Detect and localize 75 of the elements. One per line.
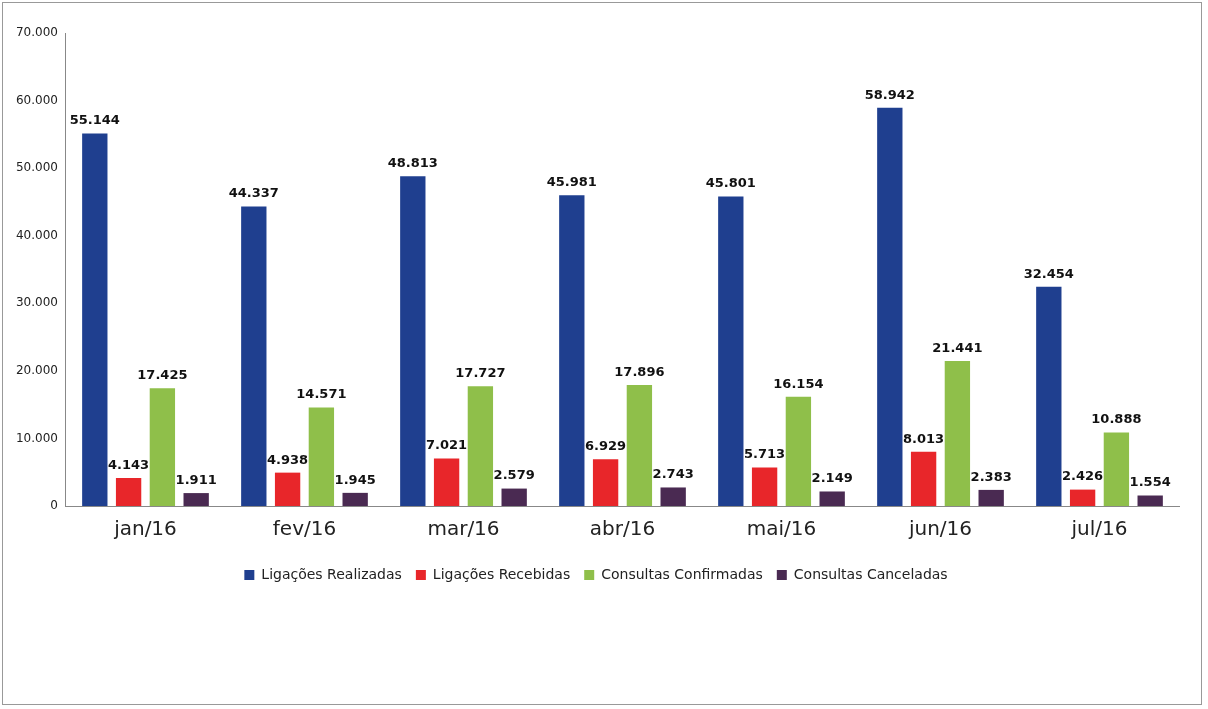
bar [785, 396, 812, 506]
data-label: 45.801 [705, 175, 756, 191]
bar [1103, 432, 1130, 506]
bar [819, 491, 845, 506]
data-label: 4.143 [108, 456, 150, 472]
y-tick-label: 60.000 [15, 92, 58, 107]
data-label: 14.571 [296, 386, 347, 402]
bar [718, 196, 744, 506]
y-tick-label: 30.000 [15, 295, 58, 310]
x-tick-label: fev/16 [272, 516, 337, 541]
bar [82, 133, 108, 506]
data-label: 1.554 [1129, 474, 1171, 490]
legend-label: Consultas Confirmadas [601, 565, 763, 582]
data-label: 2.383 [970, 468, 1012, 484]
bar [149, 388, 176, 506]
data-label: 21.441 [932, 340, 983, 355]
legend-label: Ligações Realizadas [261, 565, 402, 582]
bar [978, 489, 1004, 506]
data-label: 32.454 [1023, 265, 1074, 281]
data-label: 45.981 [546, 174, 597, 190]
legend-label: Consultas Canceladas [793, 565, 948, 582]
bar [241, 206, 267, 506]
data-label: 48.813 [387, 155, 438, 171]
data-label: 16.154 [773, 375, 824, 391]
bar [1069, 489, 1096, 506]
bar [501, 488, 527, 506]
y-tick-label: 20.000 [15, 362, 58, 377]
data-label: 2.743 [652, 466, 694, 482]
data-label: 4.938 [267, 451, 309, 467]
data-label: 1.911 [175, 471, 217, 487]
data-label: 55.144 [69, 112, 120, 128]
bar [626, 385, 653, 506]
y-tick-label: 10.000 [15, 430, 58, 445]
data-label: 2.149 [811, 470, 853, 486]
x-tick-label: jun/16 [907, 516, 973, 541]
bar [1137, 495, 1163, 506]
bar [1036, 286, 1062, 506]
data-label: 7.021 [426, 437, 468, 453]
data-label: 10.888 [1091, 411, 1142, 427]
data-label: 2.426 [1062, 468, 1104, 484]
data-label: 17.896 [614, 363, 665, 379]
data-label: 17.425 [137, 367, 188, 383]
bar [592, 459, 619, 506]
data-label: 6.929 [585, 438, 627, 454]
data-label: 8.013 [903, 430, 945, 446]
data-label: 17.727 [455, 365, 506, 381]
bar [342, 492, 368, 506]
bar [559, 195, 585, 506]
data-label: 1.945 [334, 471, 376, 487]
bar [660, 487, 686, 506]
bar [910, 451, 937, 506]
y-tick-label: 50.000 [15, 160, 58, 175]
data-label: 5.713 [744, 446, 786, 462]
legend-label: Ligações Recebidas [432, 565, 571, 582]
bar [115, 478, 142, 506]
bar [751, 467, 778, 506]
x-tick-label: mar/16 [427, 516, 500, 541]
y-tick-label: 70.000 [15, 25, 58, 40]
data-label: 2.579 [493, 467, 535, 483]
y-tick-label: 40.000 [15, 227, 58, 242]
bar [877, 107, 903, 506]
y-tick-label: 0 [50, 498, 58, 513]
bar [308, 407, 335, 506]
data-label: 58.942 [864, 86, 915, 102]
x-tick-label: abr/16 [589, 516, 656, 541]
bar [433, 458, 460, 506]
bar [183, 493, 209, 506]
bar [944, 361, 971, 506]
x-tick-label: jul/16 [1070, 516, 1128, 541]
bar [400, 176, 426, 506]
data-label: 44.337 [228, 185, 279, 201]
bar [274, 472, 301, 506]
x-tick-label: jan/16 [113, 516, 177, 541]
x-tick-label: mai/16 [746, 516, 817, 541]
bar [467, 386, 494, 506]
